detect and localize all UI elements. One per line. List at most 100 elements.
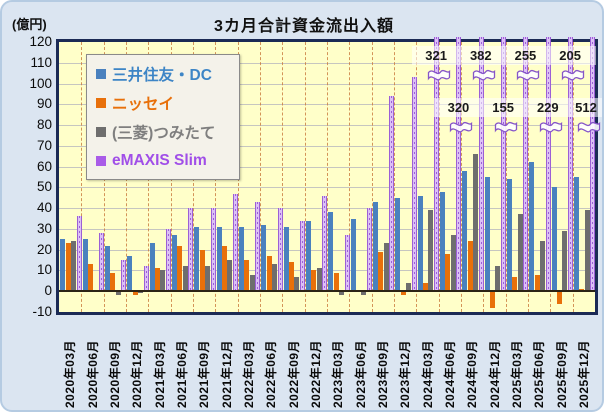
x-axis-zero-line — [59, 290, 595, 293]
bar-ニッセイ-2022年09月 — [288, 262, 294, 292]
flag-icon — [516, 68, 540, 88]
bar-三井住友・DC-2024年09月 — [462, 170, 468, 292]
legend-label: ニッセイ — [112, 96, 175, 113]
bar-(三菱)つみたて-2022年06月 — [272, 264, 278, 292]
bar-(三菱)つみたて-2021年03月 — [160, 270, 166, 292]
x-tick-label: 2024年06月 — [442, 339, 457, 408]
x-tick-label: 2023年12月 — [398, 339, 413, 408]
bar-(三菱)つみたて-2022年09月 — [294, 276, 300, 292]
y-tick-label: 40 — [36, 200, 52, 216]
bar-(三菱)つみたて-2024年09月 — [473, 154, 479, 292]
x-tick-label: 2020年09月 — [107, 339, 122, 408]
bar-(三菱)つみたて-2024年06月 — [450, 235, 456, 292]
y-tick-label: 50 — [36, 179, 52, 195]
bar-(三菱)つみたて-2024年12月 — [495, 266, 501, 292]
grid-line-vertical — [282, 42, 284, 312]
bar-ニッセイ-2023年09月 — [378, 251, 384, 292]
bar-(三菱)つみたて-2021年12月 — [227, 260, 233, 292]
bar-三井住友・DC-2025年03月 — [506, 179, 512, 292]
bar-ニッセイ-2023年12月 — [400, 291, 406, 296]
bar-ニッセイ-2023年03月 — [333, 272, 339, 292]
x-tick-label: 2025年12月 — [576, 339, 591, 408]
x-tick-label: 2025年09月 — [554, 339, 569, 408]
bar-ニッセイ-2025年09月 — [556, 291, 562, 304]
bar-三井住友・DC-2020年12月 — [127, 255, 133, 292]
grid-line-vertical — [483, 42, 485, 312]
bar-ニッセイ-2021年09月 — [199, 249, 205, 292]
bar-三井住友・DC-2023年09月 — [372, 201, 378, 292]
annotation-value: 255 — [514, 48, 537, 63]
bar-三井住友・DC-2025年09月 — [551, 187, 557, 292]
bar-ニッセイ-2020年09月 — [110, 272, 116, 292]
legend-label: (三菱)つみたて — [112, 125, 216, 142]
bar-eMAXIS Slim-2024年03月 — [433, 37, 439, 292]
bar-ニッセイ-2024年03月 — [422, 282, 428, 292]
annotation-band-top — [412, 46, 596, 65]
bar-(三菱)つみたて-2023年03月 — [339, 291, 345, 296]
bar-(三菱)つみたて-2022年03月 — [249, 274, 255, 292]
grid-line-vertical — [572, 42, 574, 312]
bar-三井住友・DC-2021年06月 — [171, 235, 177, 292]
bar-eMAXIS Slim-2021年09月 — [210, 208, 216, 292]
y-tick-label: 100 — [29, 75, 52, 91]
bar-eMAXIS Slim-2023年09月 — [389, 96, 395, 292]
flag-icon — [449, 120, 473, 140]
legend-item-mitsui-sumitomo-dc: 三井住友・DC — [96, 63, 212, 85]
x-tick-label: 2020年12月 — [130, 339, 145, 408]
bar-三井住友・DC-2021年09月 — [194, 226, 200, 292]
x-tick-label: 2021年06月 — [174, 339, 189, 408]
bar-三井住友・DC-2025年12月 — [573, 177, 579, 292]
bar-ニッセイ-2021年12月 — [221, 245, 227, 292]
bar-三井住友・DC-2021年12月 — [216, 226, 222, 292]
bar-eMAXIS Slim-2023年03月 — [344, 235, 350, 292]
bar-(三菱)つみたて-2025年09月 — [562, 231, 568, 292]
flag-icon — [472, 68, 496, 88]
bar-eMAXIS Slim-2025年03月 — [523, 37, 529, 292]
bar-三井住友・DC-2022年06月 — [261, 224, 267, 292]
bar-三井住友・DC-2022年09月 — [283, 226, 289, 292]
bar-ニッセイ-2025年06月 — [534, 274, 540, 292]
legend-swatch-gray — [96, 127, 106, 137]
x-tick-label: 2024年09月 — [465, 339, 480, 408]
bar-eMAXIS Slim-2020年03月 — [76, 216, 82, 292]
bar-三井住友・DC-2024年03月 — [417, 195, 423, 292]
bar-(三菱)つみたて-2025年12月 — [584, 210, 590, 292]
flag-icon — [561, 68, 585, 88]
grid-line-vertical — [304, 42, 306, 312]
bar-eMAXIS Slim-2021年12月 — [232, 193, 238, 292]
x-tick-label: 2024年12月 — [487, 339, 502, 408]
bar-三井住友・DC-2020年06月 — [82, 239, 88, 292]
bar-eMAXIS Slim-2023年12月 — [411, 77, 417, 292]
y-tick-label: 20 — [36, 241, 52, 257]
grid-line-vertical — [349, 42, 351, 312]
bar-eMAXIS Slim-2022年12月 — [322, 195, 328, 292]
annotation-value: 321 — [425, 48, 447, 63]
y-tick-label: 30 — [36, 220, 52, 236]
bar-ニッセイ-2020年03月 — [65, 243, 71, 292]
bar-(三菱)つみたて-2022年12月 — [316, 268, 322, 292]
bar-eMAXIS Slim-2024年09月 — [478, 37, 484, 292]
legend-item-nissei: ニッセイ — [96, 92, 174, 114]
bar-三井住友・DC-2020年09月 — [104, 245, 110, 292]
grid-line-vertical — [81, 42, 83, 312]
x-tick-label: 2020年06月 — [85, 339, 100, 408]
y-tick-label: 60 — [36, 158, 52, 174]
bar-ニッセイ-2022年12月 — [311, 270, 317, 292]
y-tick-label: 0 — [44, 283, 52, 299]
bar-ニッセイ-2024年12月 — [489, 291, 495, 308]
flag-icon — [494, 120, 518, 140]
flag-icon — [577, 120, 601, 140]
annotation-value: 320 — [447, 100, 470, 115]
grid-line-vertical — [528, 42, 529, 312]
legend-item-mitsubishi-tsumitate: (三菱)つみたて — [96, 121, 215, 143]
annotation-value: 382 — [469, 48, 492, 63]
chart-title: 3カ月合計資金流出入額 — [214, 18, 394, 35]
bar-(三菱)つみたて-2020年09月 — [115, 291, 121, 296]
annotation-value: 155 — [492, 100, 514, 115]
bar-eMAXIS Slim-2020年12月 — [143, 266, 149, 292]
bar-三井住友・DC-2023年06月 — [350, 218, 356, 292]
grid-line-vertical — [416, 42, 418, 312]
flag-icon — [539, 120, 563, 140]
grid-line-vertical — [260, 42, 261, 312]
